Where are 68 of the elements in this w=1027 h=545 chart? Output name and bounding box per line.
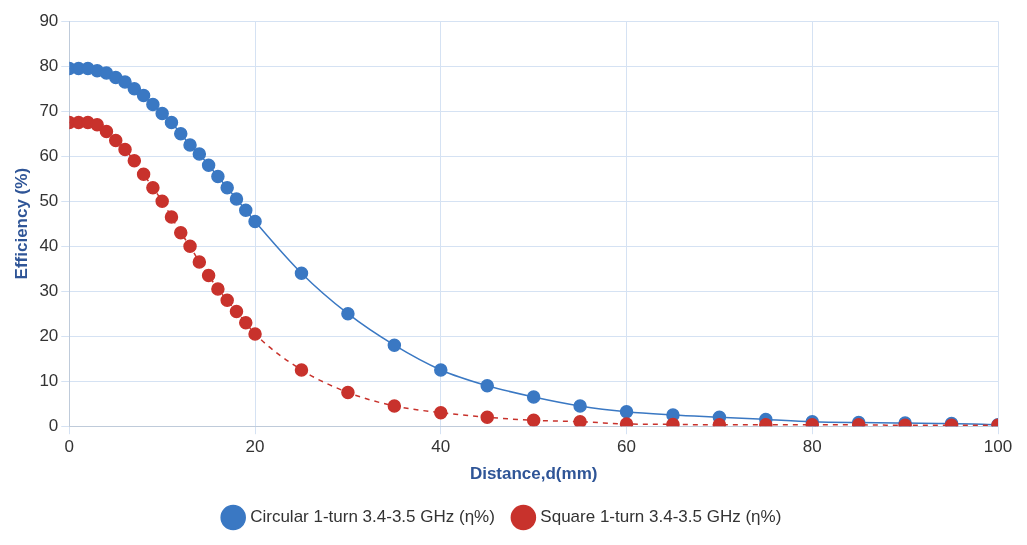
y-tick-label: 0	[48, 415, 59, 435]
y-axis-title: Efficiency (%)	[11, 167, 31, 280]
point	[183, 239, 197, 253]
point	[220, 293, 234, 307]
point	[118, 75, 132, 89]
point	[573, 399, 587, 413]
point	[127, 153, 142, 168]
y-tick-label: 70	[39, 100, 59, 120]
point	[155, 106, 169, 121]
y-tick-label: 10	[39, 370, 59, 390]
point	[229, 192, 244, 206]
point	[434, 363, 448, 377]
x-tick-label: 40	[431, 437, 451, 457]
y-tick-label: 50	[39, 190, 59, 210]
point	[136, 88, 151, 103]
x-tick-label: 80	[802, 437, 822, 457]
point	[174, 126, 188, 141]
point	[108, 133, 123, 148]
y-tick-label: 30	[39, 280, 59, 300]
y-tick-label: 60	[39, 145, 59, 165]
y-tick-label: 80	[39, 55, 59, 75]
point	[526, 390, 541, 404]
x-tick-label: 100	[983, 437, 1013, 457]
point	[183, 138, 197, 152]
point	[192, 147, 207, 161]
legend-label: Square 1-turn 3.4-3.5 GHz (η%)	[540, 507, 782, 527]
x-axis-title: Distance,d(mm)	[469, 464, 598, 484]
point	[211, 282, 225, 296]
point	[118, 142, 132, 157]
point	[619, 405, 634, 419]
point	[99, 124, 114, 139]
point	[248, 327, 262, 341]
point	[211, 169, 225, 184]
point	[480, 378, 494, 393]
x-tick-label: 0	[64, 437, 75, 457]
point	[136, 167, 151, 181]
point	[164, 115, 179, 130]
x-tick-label: 20	[245, 437, 265, 457]
point	[192, 255, 207, 269]
point	[387, 338, 402, 352]
point	[239, 203, 253, 217]
point	[294, 363, 309, 377]
point	[201, 268, 216, 283]
x-tick-label: 60	[617, 437, 636, 457]
point	[146, 180, 160, 195]
point	[146, 97, 160, 112]
point	[341, 385, 355, 400]
point	[526, 413, 541, 427]
point	[341, 306, 355, 321]
point	[164, 210, 179, 224]
y-tick-label: 90	[39, 10, 59, 30]
y-tick-label: 20	[39, 325, 59, 345]
point	[294, 266, 309, 280]
point	[434, 405, 448, 420]
point	[127, 81, 142, 96]
point	[480, 410, 494, 424]
point	[387, 399, 402, 413]
point	[90, 117, 104, 132]
point	[201, 158, 216, 172]
y-tick-label: 40	[39, 235, 59, 255]
point	[220, 180, 234, 195]
point	[155, 194, 169, 208]
point	[239, 315, 253, 330]
point	[573, 414, 587, 427]
legend-label: Circular 1-turn 3.4-3.5 GHz (η%)	[250, 507, 495, 527]
point	[174, 225, 188, 240]
point	[229, 304, 244, 319]
point	[248, 214, 262, 229]
